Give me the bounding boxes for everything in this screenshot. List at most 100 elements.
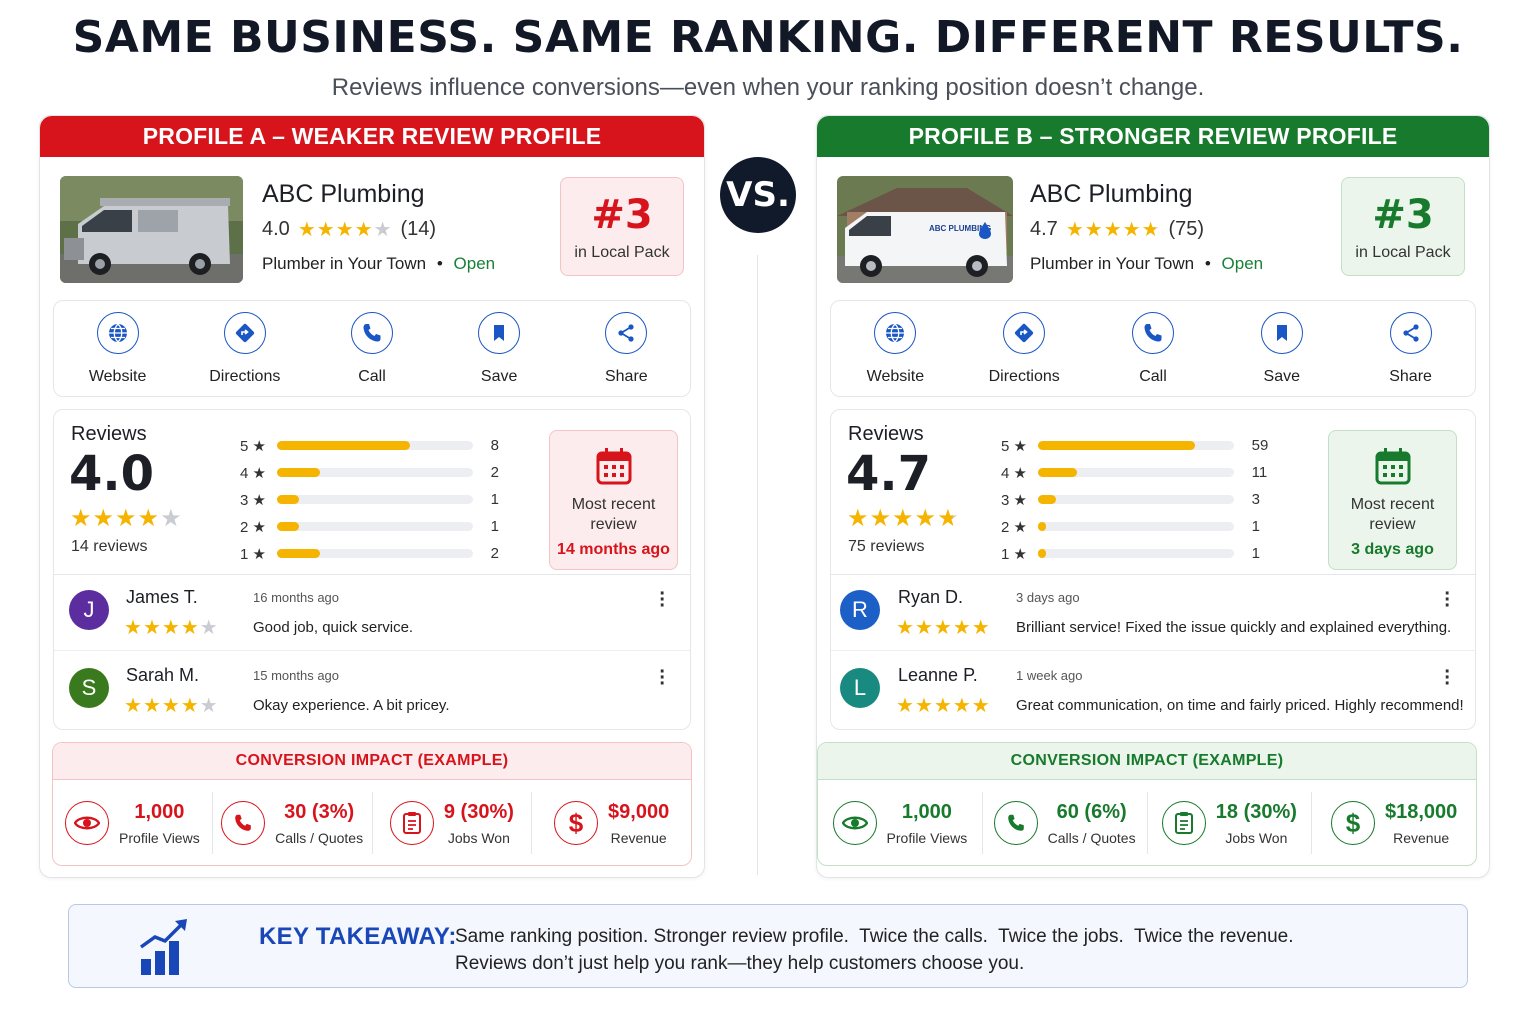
distribution-count: 1 (1251, 545, 1261, 562)
distribution-bar-fill (1038, 441, 1195, 450)
takeaway-text: Same ranking position. Stronger review p… (455, 923, 1294, 977)
rating-stars: ★★★★★ (1066, 217, 1161, 242)
eye-icon (65, 801, 110, 845)
distribution-bar (1038, 495, 1234, 504)
share-button[interactable]: Share (1356, 311, 1466, 386)
website-button[interactable]: Website (63, 311, 173, 386)
star-icon: ★ (847, 505, 870, 532)
review-list: R Ryan D. ★★★★★ 3 days ago Brilliant ser… (830, 575, 1476, 730)
review-count[interactable]: (75) (1168, 218, 1205, 240)
reviews-total[interactable]: 14 reviews (71, 538, 148, 555)
star-icon: ★ (952, 695, 972, 717)
growth-chart-icon (139, 917, 191, 982)
directions-button[interactable]: Directions (969, 311, 1079, 386)
distribution-row: 1 ★ 2 (240, 540, 520, 567)
star-icon: ★ (892, 505, 915, 532)
reviews-stars: ★★★★★ (70, 504, 183, 533)
more-options-icon[interactable]: · · · (659, 661, 666, 695)
reviewer-name[interactable]: Ryan D. (898, 587, 964, 607)
distribution-bar-fill (277, 468, 321, 477)
directions-button[interactable]: Directions (190, 311, 300, 386)
profile-b-header: PROFILE B – STRONGER REVIEW PROFILE (817, 116, 1489, 157)
reviewer-name[interactable]: James T. (126, 587, 198, 607)
distribution-bar-fill (277, 549, 321, 558)
business-category: Plumber in Your Town (262, 254, 427, 273)
business-name[interactable]: ABC Plumbing (262, 180, 425, 208)
rating-value: 4.0 (262, 218, 290, 240)
distribution-count: 1 (490, 518, 500, 535)
save-button[interactable]: Save (444, 311, 554, 386)
star-icon: ★ (914, 695, 934, 717)
distribution-bar-fill (277, 441, 411, 450)
conversion-impact: CONVERSION IMPACT (EXAMPLE) 1,000 Profile… (52, 742, 692, 866)
distribution-row: 4 ★ 11 (1001, 459, 1281, 486)
star-icon: ★ (316, 219, 336, 241)
more-options-icon[interactable]: · · · (1444, 583, 1451, 617)
star-icon: ★ (1103, 219, 1123, 241)
distribution-bar (277, 441, 473, 450)
metric-label: Revenue (610, 829, 667, 846)
metric-jobs: 18 (30%) Jobs Won (1146, 792, 1312, 854)
action-bar: Website Directions Call Save Share (53, 300, 691, 397)
separator: • (1204, 254, 1211, 273)
eye-icon (832, 801, 877, 845)
profile-a-header: PROFILE A – WEAKER REVIEW PROFILE (40, 116, 704, 157)
star-icon: ★ (933, 695, 953, 717)
phone-icon (993, 801, 1038, 845)
open-status: Open (453, 254, 496, 273)
key-takeaway-banner: KEY TAKEAWAY: Same ranking position. Str… (68, 904, 1468, 988)
separator: • (436, 254, 443, 273)
more-options-icon[interactable]: · · · (659, 583, 666, 617)
reviews-stars: ★★★★★ (847, 504, 960, 533)
van-photo (60, 176, 243, 283)
metric-label: Jobs Won (447, 829, 510, 846)
distribution-star-label: 5 ★ (1001, 437, 1027, 455)
star-icon: ★ (161, 617, 181, 639)
star-icon: ★ (1122, 219, 1142, 241)
reviews-summary: Reviews 4.0 ★★★★★ 14 reviews 5 ★ 8 4 ★ 2 3 ★… (53, 409, 691, 575)
share-button[interactable]: Share (571, 311, 681, 386)
save-button[interactable]: Save (1227, 311, 1337, 386)
call-button[interactable]: Call (1098, 311, 1208, 386)
avatar: S (69, 668, 109, 708)
share-icon (1389, 311, 1432, 354)
metric-label: Jobs Won (1225, 829, 1288, 846)
more-options-icon[interactable]: · · · (1444, 661, 1451, 695)
star-icon: ★ (124, 695, 143, 717)
review-text: Brilliant service! Fixed the issue quick… (1016, 619, 1452, 636)
rank-badge: #3 in Local Pack (1341, 177, 1465, 276)
review-list: J James T. ★★★★★ 16 months ago Good job,… (53, 575, 691, 730)
metric-value: 60 (6%) (1056, 800, 1127, 823)
metric-jobs: 9 (30%) Jobs Won (371, 792, 532, 854)
metric-value: 1,000 (134, 800, 185, 823)
call-button[interactable]: Call (317, 311, 427, 386)
takeaway-line-1: Same ranking position. Stronger review p… (455, 926, 1294, 947)
subheadline: Reviews influence conversions—even when … (331, 74, 1205, 101)
action-bar: Website Directions Call Save Share (830, 300, 1476, 397)
dollar-icon: $ (1330, 801, 1375, 845)
distribution-bar-fill (1038, 522, 1046, 531)
business-header: ABC PLUMBING ABC Plumbing 4.7 ★★★★★ (75)… (837, 176, 1469, 286)
review-stars: ★★★★★ (896, 693, 991, 718)
review-count[interactable]: (14) (400, 218, 437, 240)
reviews-score: 4.7 (846, 446, 932, 502)
distribution-bar-fill (1038, 495, 1056, 504)
business-name[interactable]: ABC Plumbing (1030, 180, 1193, 208)
reviewer-name[interactable]: Sarah M. (126, 665, 200, 685)
metric-value: $9,000 (608, 800, 670, 823)
headline: SAME BUSINESS. SAME RANKING. DIFFERENT R… (72, 12, 1464, 63)
distribution-count: 1 (490, 491, 500, 508)
reviews-total[interactable]: 75 reviews (848, 538, 925, 555)
distribution-bar (277, 549, 473, 558)
star-icon: ★ (142, 617, 162, 639)
review-item: R Ryan D. ★★★★★ 3 days ago Brilliant ser… (831, 575, 1475, 651)
star-icon: ★ (335, 219, 355, 241)
save-label: Save (1263, 367, 1301, 385)
distribution-row: 4 ★ 2 (240, 459, 520, 486)
reviewer-name[interactable]: Leanne P. (898, 665, 978, 685)
bookmark-icon (478, 311, 521, 354)
distribution-count: 2 (490, 545, 500, 562)
website-button[interactable]: Website (840, 311, 950, 386)
phone-icon (221, 801, 266, 845)
distribution-row: 1 ★ 1 (1001, 540, 1281, 567)
